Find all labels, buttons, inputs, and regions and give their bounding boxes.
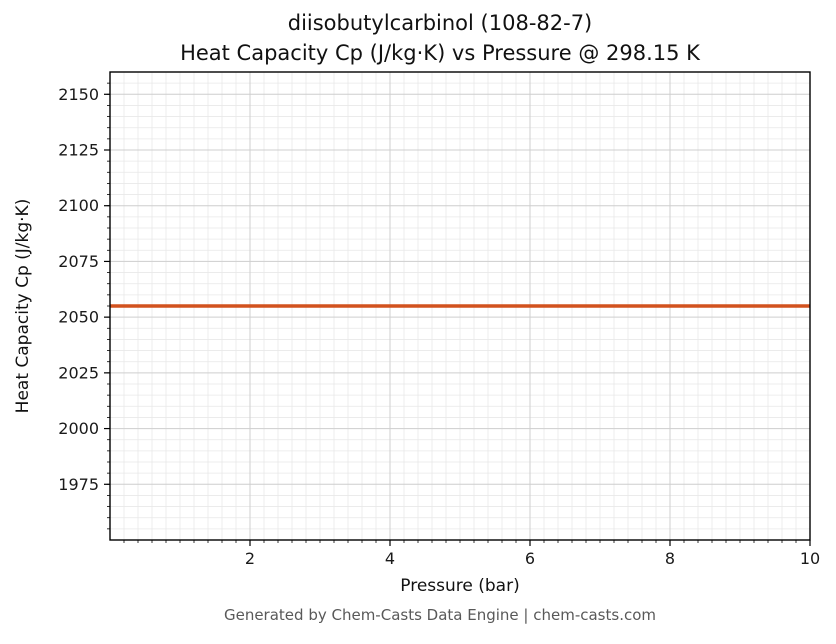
svg-text:6: 6 [525,549,535,568]
footer-credit: Generated by Chem-Casts Data Engine | ch… [223,606,657,624]
svg-text:2150: 2150 [58,85,99,104]
grid-major-lines [110,72,810,540]
axis-tick-labels: 2 4 6 8 10 1975 2000 2025 2050 2075 2100 2125 2150 [58,85,820,568]
svg-text:2050: 2050 [58,308,99,327]
x-axis-label: Pressure (bar) [400,576,519,596]
y-axis-label: Heat Capacity Cp (J/kg·K) [13,199,33,414]
svg-text:2025: 2025 [58,363,99,382]
chart-title: diisobutylcarbinol (108-82-7) Heat Capac… [60,8,820,68]
chart-title-line2: Heat Capacity Cp (J/kg·K) vs Pressure @ … [180,41,700,65]
svg-text:2075: 2075 [58,252,99,271]
svg-text:2100: 2100 [58,196,99,215]
svg-text:2: 2 [245,549,255,568]
svg-text:1975: 1975 [58,475,99,494]
svg-text:2000: 2000 [58,419,99,438]
svg-text:4: 4 [385,549,395,568]
axis-ticks [104,82,811,546]
chart-title-line1: diisobutylcarbinol (108-82-7) [287,11,593,35]
svg-text:8: 8 [665,549,675,568]
svg-text:10: 10 [800,549,820,568]
svg-text:2125: 2125 [58,141,99,160]
